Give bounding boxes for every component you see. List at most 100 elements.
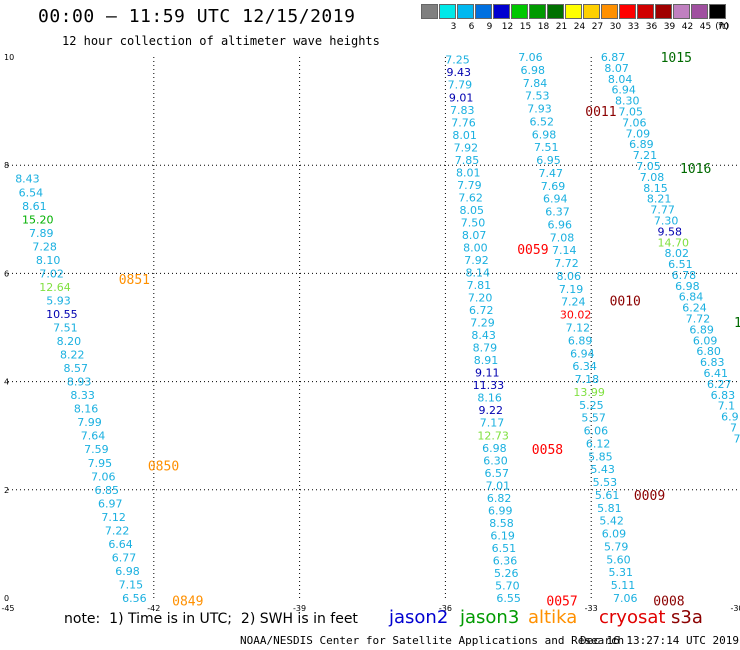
wave-height-value: 7.83 (450, 104, 475, 117)
legend-swatch (673, 4, 690, 19)
satellite-altika: altika (528, 607, 578, 628)
wave-height-value: 8.61 (22, 200, 47, 213)
wave-height-value: 7.69 (541, 180, 566, 193)
wave-height-value: 6.64 (108, 538, 133, 551)
wave-height-value: 7.77 (650, 204, 675, 217)
wave-height-value: 15.20 (22, 213, 54, 226)
pass-time-label: 0008 (653, 595, 684, 610)
wave-height-value: 8.01 (456, 166, 481, 179)
y-tick-label: 10 (4, 53, 14, 62)
wave-height-value: 7.85 (455, 154, 480, 167)
wave-height-value: 13.99 (573, 386, 605, 399)
wave-height-value: 7.81 (467, 279, 492, 292)
legend-label: 15 (519, 22, 532, 32)
wave-height-value: 5.25 (579, 399, 604, 412)
wave-height-value: 8.05 (460, 204, 485, 217)
wave-height-value: 6.85 (95, 484, 120, 497)
wave-height-value: 6.89 (629, 138, 654, 151)
wave-height-value: 7.53 (525, 90, 550, 103)
wave-height-value: 5.70 (495, 579, 520, 592)
wave-height-value: 7.50 (461, 216, 486, 229)
map-subtitle: 12 hour collection of altimeter wave hei… (62, 34, 380, 48)
wave-height-value: 6.36 (493, 554, 518, 567)
wave-height-value: 5.85 (588, 450, 613, 463)
wave-height-value: 7.29 (470, 317, 495, 330)
wave-height-value: 6.83 (700, 356, 725, 369)
wave-height-value: 6.99 (488, 504, 513, 517)
y-tick-label: 8 (4, 161, 9, 170)
wave-height-value: 5.42 (599, 515, 624, 528)
wave-height-value: 6.89 (568, 334, 593, 347)
wave-height-value: 6.19 (490, 529, 515, 542)
wave-height-value: 9.43 (446, 66, 471, 79)
legend-label: 42 (681, 22, 694, 32)
legend-label: 36 (645, 22, 658, 32)
wave-height-value: 7.28 (32, 240, 57, 253)
wave-height-value: 7.25 (445, 54, 470, 67)
wave-height-value: 6.52 (529, 115, 554, 128)
wave-height-value: 6.77 (112, 551, 137, 564)
wave-height-value: 9.01 (449, 91, 474, 104)
wave-height-value: 8.22 (60, 349, 85, 362)
legend-swatch (583, 4, 600, 19)
wave-height-value: 7.15 (119, 578, 144, 591)
wave-height-value: 6.51 (668, 258, 693, 271)
wave-height-value: 12.73 (477, 429, 509, 442)
wave-height-value: 6.30 (483, 454, 508, 467)
wave-height-value: 5.26 (494, 567, 519, 580)
legend-label: 39 (663, 22, 676, 32)
wave-height-value: 8.01 (452, 129, 477, 142)
wave-height-value: 6.72 (469, 304, 494, 317)
wave-height-value: 6.56 (122, 592, 147, 605)
satellite-cryosat: cryosat (599, 607, 666, 628)
wave-height-value: 6.34 (572, 360, 597, 373)
legend-swatch (439, 4, 456, 19)
wave-height-value: 8.30 (615, 95, 640, 108)
wave-height-value: 7.09 (626, 127, 651, 140)
wave-height-value: 8.33 (70, 389, 95, 402)
legend-label: 12 (501, 22, 514, 32)
pass-time-label: 0010 (610, 294, 641, 309)
wave-height-value: 8.15 (643, 182, 668, 195)
legend-swatch (637, 4, 654, 19)
legend-label: 30 (609, 22, 622, 32)
pass-time-label: 1016 (680, 162, 711, 177)
wave-height-value: 6.89 (689, 323, 714, 336)
wave-height-value: 6.83 (711, 389, 736, 402)
wave-height-value: 6.84 (679, 291, 704, 304)
wave-height-value: 6.98 (532, 128, 557, 141)
legend-swatch (547, 4, 564, 19)
wave-height-value: 7.12 (101, 511, 126, 524)
wave-height-value: 8.20 (57, 335, 82, 348)
wave-height-value: 7.92 (464, 254, 489, 267)
y-tick-label: 4 (4, 378, 9, 387)
x-tick-label: -36 (439, 604, 452, 613)
wave-height-value: 14.70 (658, 236, 690, 249)
pass-time-label: 0851 (119, 273, 150, 288)
wave-height-value: 8.79 (473, 342, 498, 355)
wave-height-value: 5.93 (46, 294, 71, 307)
wave-height-value: 7.79 (457, 179, 482, 192)
wave-height-value: 7.89 (29, 227, 54, 240)
wave-height-value: 7.17 (480, 417, 505, 430)
generation-timestamp: Dec 16 13:27:14 UTC 2019 (580, 634, 739, 647)
legend-swatch (493, 4, 510, 19)
pass-time-label: 10 (734, 316, 740, 331)
wave-height-value: 6.27 (707, 378, 732, 391)
wave-height-value: 6.24 (682, 302, 707, 315)
legend-swatch (565, 4, 582, 19)
wave-height-value: 6.97 (98, 497, 123, 510)
wave-height-value: 7.93 (527, 103, 552, 116)
wave-height-value: 6.54 (19, 186, 44, 199)
wave-height-value: 8.91 (474, 354, 499, 367)
wave-height-value: 7.20 (468, 292, 493, 305)
wave-height-value: 6.41 (704, 367, 729, 380)
wave-height-value: 6.87 (601, 51, 626, 64)
wave-height-value: 5.31 (608, 566, 633, 579)
legend-label: 24 (573, 22, 586, 32)
wave-height-value: 5.43 (590, 463, 615, 476)
wave-height-value: 8.14 (465, 267, 490, 280)
wave-height-value: 6.9 (721, 411, 739, 424)
legend-swatch (601, 4, 618, 19)
satellite-s3a: s3a (671, 607, 703, 628)
